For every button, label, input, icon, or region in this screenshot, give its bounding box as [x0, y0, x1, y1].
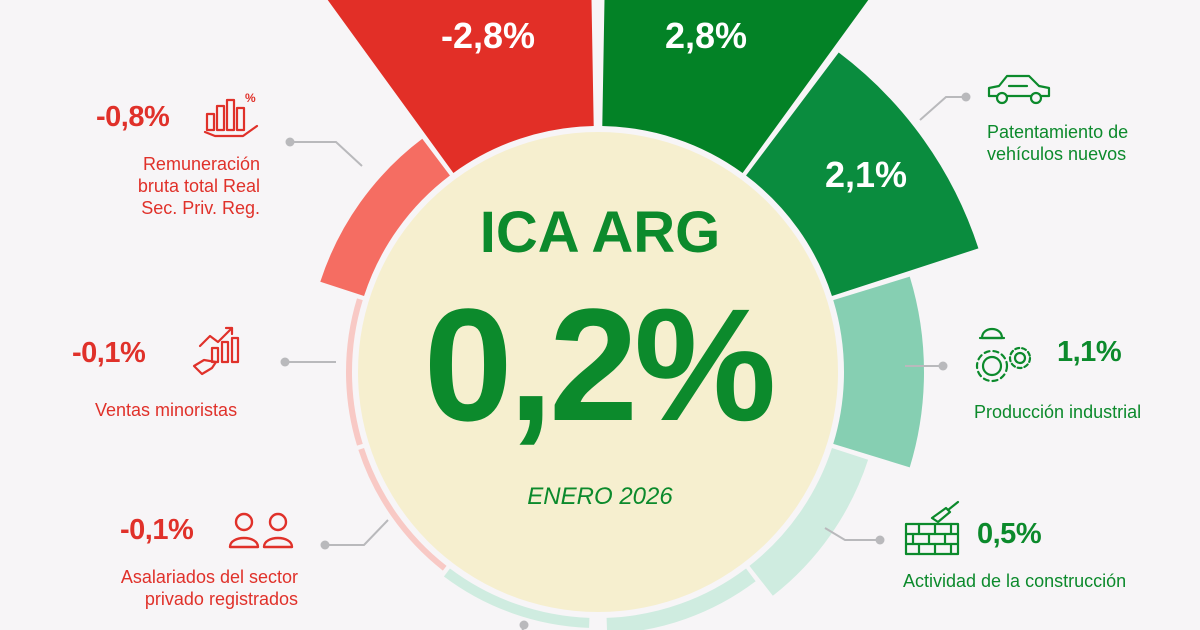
svg-text:%: %: [245, 92, 256, 105]
sector-ventas: [346, 298, 363, 446]
asalariados-label-line1: Asalariados del sector: [120, 567, 298, 587]
sector-asalariados: [358, 448, 447, 571]
patentamiento-label: Patentamiento de vehículos nuevos: [987, 121, 1128, 165]
sector-patentamiento: [746, 52, 979, 296]
remuneracion-label-line3: Sec. Priv. Reg.: [141, 198, 260, 218]
leader-produccion-dot: [938, 361, 948, 371]
remuneracion-label-line2: bruta total Real: [137, 176, 260, 196]
asalariados-value: -0,1%: [120, 514, 194, 546]
sector-remuneracion: [320, 138, 450, 296]
leader-remuneracion-dot: [285, 137, 295, 147]
leader-patentamiento-dot: [961, 92, 971, 102]
sector-bottom-left: [443, 568, 590, 628]
sector-bottom-right: [606, 568, 756, 630]
patentamiento-label-line1: Patentamiento de: [987, 122, 1129, 142]
center-title: ICA ARG: [480, 200, 721, 265]
leader-bottom-dot: [519, 620, 529, 630]
sector-group: [320, 0, 979, 630]
sector-top-left: [327, 0, 594, 173]
sector-top-right: [602, 0, 869, 173]
sector-value-top-right: 2,8%: [665, 15, 747, 56]
money-chart-icon: %: [203, 91, 261, 143]
patentamiento-label-line2: vehículos nuevos: [987, 144, 1127, 164]
brick-trowel-icon: [902, 500, 966, 563]
ventas-value: -0,1%: [72, 337, 146, 369]
leader-remuneracion: [290, 141, 363, 167]
remuneracion-label-line1: Remuneración: [142, 154, 260, 174]
remuneracion-label: Remuneración bruta total Real Sec. Priv.…: [100, 153, 260, 219]
center-circle: [358, 132, 838, 612]
center-value: 0,2%: [424, 275, 773, 454]
leader-asalariados-dot: [320, 540, 330, 550]
ventas-label: Ventas minoristas: [95, 400, 238, 420]
car-icon: [985, 70, 1053, 113]
leader-construccion-dot: [875, 535, 885, 545]
trend-hand-icon: [190, 322, 248, 383]
gear-helmet-icon: [972, 320, 1038, 393]
leader-construccion: [824, 527, 880, 541]
asalariados-label: Asalariados del sector privado registrad…: [60, 566, 298, 610]
construccion-value: 0,5%: [977, 518, 1042, 550]
sector-value-top-left: -2,8%: [441, 15, 535, 56]
remuneracion-value: -0,8%: [96, 101, 170, 133]
produccion-label: Producción industrial: [974, 402, 1142, 422]
leader-asalariados: [325, 519, 389, 546]
center-period: ENERO 2026: [527, 483, 673, 510]
leader-lines: [280, 92, 971, 630]
leader-patentamiento: [919, 96, 966, 121]
people-icon: [227, 511, 299, 556]
leader-ventas-dot: [280, 357, 290, 367]
produccion-value: 1,1%: [1057, 336, 1122, 368]
asalariados-label-line2: privado registrados: [144, 589, 298, 609]
sector-produccion: [833, 276, 925, 468]
sector-construccion: [749, 448, 869, 596]
construccion-label: Actividad de la construcción: [903, 571, 1127, 591]
sector-value-patentamiento: 2,1%: [825, 154, 907, 195]
